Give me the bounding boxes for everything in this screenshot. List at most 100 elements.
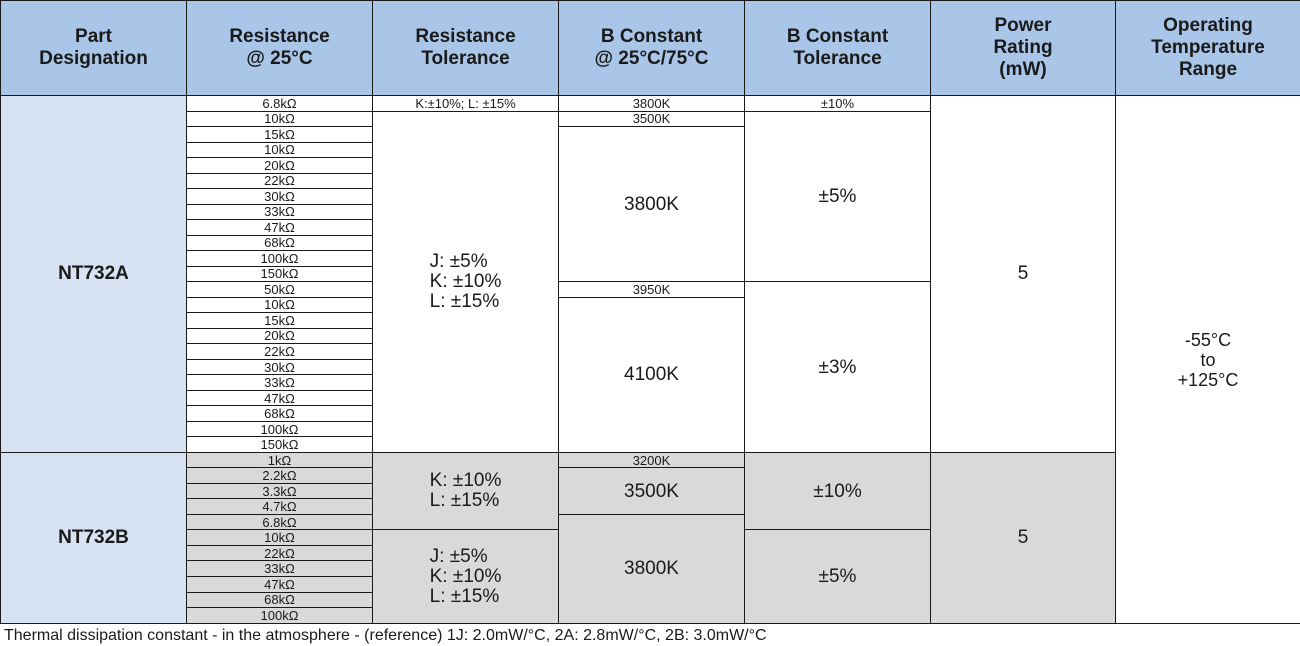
b-tolerance-cell: ±5% [744, 529, 931, 624]
resistance-cell: 10kΩ [186, 296, 373, 314]
resistance-cell: 33kΩ [186, 560, 373, 577]
table-row: 15kΩ 3800K [1, 126, 1300, 283]
resistance-cell: 47kΩ [186, 219, 373, 236]
resistance-cell: 6.8kΩ [186, 95, 373, 112]
resistance-cell: 6.8kΩ [186, 513, 373, 531]
tol-line: L: ±15% [429, 290, 500, 312]
resistance-cell: 15kΩ [186, 126, 373, 143]
table-row: 10kΩ 4100K [1, 296, 1300, 453]
table-row: 150kΩ [1, 436, 1300, 453]
b-constant-cell: 3950K [558, 281, 745, 298]
resistance-cell: 15kΩ [186, 312, 373, 329]
table-row: 47kΩ [1, 575, 1300, 593]
footnote: Thermal dissipation constant - in the at… [4, 627, 767, 644]
resistance-cell: 2.2kΩ [186, 467, 373, 484]
header-operating-temperature: Operating Temperature Range [1115, 0, 1300, 96]
tol-line: L: ±15% [429, 490, 500, 512]
table-row: 20kΩ [1, 157, 1300, 174]
table-row: 68kΩ [1, 405, 1300, 422]
resistance-cell: 10kΩ [186, 110, 373, 128]
b-constant-cell: 3500K [558, 467, 745, 515]
resistance-cell: 3.3kΩ [186, 482, 373, 500]
res-tolerance-cell: K:±10%; L: ±15% [372, 95, 559, 112]
tol-line: J: ±5% [429, 250, 488, 272]
resistance-cell: 100kΩ [186, 607, 373, 624]
power-nt732a: 5 [930, 95, 1116, 453]
b-tolerance-cell: ±5% [744, 110, 931, 283]
power-nt732b: 5 [930, 451, 1116, 625]
resistance-cell: 1kΩ [186, 451, 373, 469]
table-row: 100kΩ [1, 607, 1300, 624]
temp-to: to [1200, 349, 1216, 370]
resistance-cell: 20kΩ [186, 157, 373, 174]
table-row: 10kΩ [1, 141, 1300, 159]
resistance-cell: 22kΩ [186, 172, 373, 190]
table-row: 10kΩ J: ±5% K: ±10% L: ±15% 3500K ±5% [1, 110, 1300, 453]
spec-table: Part Designation Resistance @ 25°C Resis… [0, 0, 1300, 625]
resistance-cell: 10kΩ [186, 529, 373, 546]
temp-range-cell: -55°C to +125°C [1115, 95, 1300, 624]
b-constant-cell: 4100K [558, 296, 745, 453]
table-row: 33kΩ [1, 374, 1300, 391]
header-b-constant: B Constant @ 25°C/75°C [558, 0, 745, 96]
resistance-cell: 22kΩ [186, 544, 373, 562]
table-row: 20kΩ [1, 327, 1300, 345]
resistance-cell: 68kΩ [186, 591, 373, 609]
b-tolerance-cell: ±10% [744, 451, 931, 531]
table-row: 30kΩ [1, 188, 1300, 205]
part-nt732a: NT732A [0, 95, 187, 453]
part-nt732b: NT732B [0, 451, 187, 625]
b-constant-cell: 3800K [558, 126, 745, 283]
table-row: 2.2kΩ 3500K [1, 467, 1300, 515]
resistance-cell: 20kΩ [186, 327, 373, 345]
b-tolerance-cell: ±3% [744, 281, 931, 453]
resistance-cell: 4.7kΩ [186, 498, 373, 515]
tol-line: K: ±10% [429, 470, 502, 492]
tol-line: K: ±10% [429, 270, 502, 292]
b-constant-cell: 3200K [558, 451, 745, 469]
resistance-cell: 150kΩ [186, 436, 373, 453]
res-tolerance-group: J: ±5% K: ±10% L: ±15% [372, 529, 559, 624]
resistance-cell: 68kΩ [186, 405, 373, 422]
table-row: 33kΩ [1, 560, 1300, 577]
header-resistance-tolerance: Resistance Tolerance [372, 0, 559, 96]
resistance-cell: 30kΩ [186, 188, 373, 205]
table-row: 22kΩ [1, 544, 1300, 562]
header-row: Part Designation Resistance @ 25°C Resis… [0, 0, 1300, 96]
resistance-cell: 47kΩ [186, 389, 373, 407]
tol-line: L: ±15% [429, 585, 500, 607]
header-resistance: Resistance @ 25°C [186, 0, 373, 96]
tol-line: J: ±5% [429, 545, 488, 567]
header-power-rating: Power Rating (mW) [930, 0, 1116, 96]
b-constant-cell: 3800K [558, 513, 745, 625]
table-row: 50kΩ 3950K ±3% [1, 281, 1300, 453]
res-tolerance-group: J: ±5% K: ±10% L: ±15% [372, 110, 559, 453]
temp-min: -55°C [1184, 329, 1232, 350]
table-row: 30kΩ [1, 358, 1300, 376]
resistance-cell: 47kΩ [186, 575, 373, 593]
table-row: 22kΩ [1, 172, 1300, 190]
table-row: NT732B 1kΩ K: ±10% L: ±15% 3200K ±10% 5 [0, 451, 1300, 625]
res-tolerance-group: K: ±10% L: ±15% [372, 451, 559, 531]
b-tolerance-cell: ±10% [744, 95, 931, 112]
header-part-designation: Part Designation [0, 0, 187, 96]
b-constant-cell: 3500K [558, 110, 745, 128]
resistance-cell: 150kΩ [186, 265, 373, 283]
table-row: 10kΩ J: ±5% K: ±10% L: ±15% ±5% [1, 529, 1300, 624]
resistance-cell: 33kΩ [186, 203, 373, 221]
resistance-cell: 50kΩ [186, 281, 373, 298]
tol-line: K: ±10% [429, 565, 502, 587]
temp-max: +125°C [1177, 369, 1239, 390]
resistance-cell: 10kΩ [186, 141, 373, 159]
b-constant-cell: 3800K [558, 95, 745, 112]
resistance-cell: 68kΩ [186, 234, 373, 252]
table-row: 6.8kΩ 3800K [1, 513, 1300, 625]
table-row: 150kΩ [1, 265, 1300, 283]
resistance-cell: 33kΩ [186, 374, 373, 391]
resistance-cell: 30kΩ [186, 358, 373, 376]
resistance-cell: 22kΩ [186, 343, 373, 360]
resistance-cell: 100kΩ [186, 250, 373, 267]
table-row: NT732A 6.8kΩ K:±10%; L: ±15% 3800K ±10% … [0, 95, 1300, 624]
resistance-cell: 100kΩ [186, 420, 373, 438]
table-row: 68kΩ [1, 591, 1300, 609]
